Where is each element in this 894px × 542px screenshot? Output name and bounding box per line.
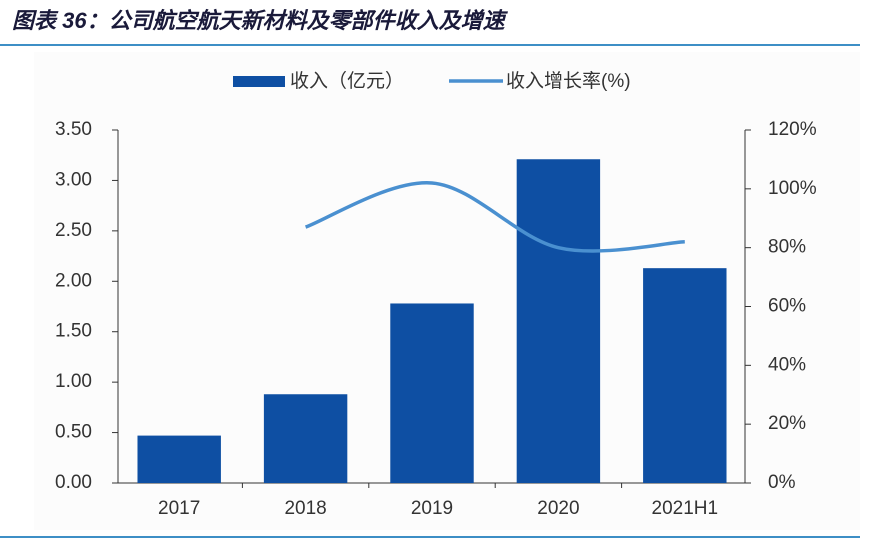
y2-tick-label: 40% [768,354,806,375]
y-tick-label: 3.50 [55,119,92,140]
bar [263,394,348,483]
x-tick-label: 2021H1 [652,498,719,519]
bar [516,159,601,483]
legend-label: 收入增长率(%) [506,70,631,92]
y2-tick-label: 80% [768,237,806,258]
y-tick-label: 1.00 [55,371,92,392]
y-tick-label: 2.00 [55,270,92,291]
y2-tick-label: 120% [768,119,817,140]
bar [643,268,727,483]
y-tick-label: 3.00 [55,169,92,190]
y2-tick-label: 20% [768,413,806,434]
bar [137,435,221,483]
bar [390,303,474,483]
y-tick-label: 0.00 [55,472,92,493]
x-tick-label: 2020 [537,498,579,519]
y2-tick-label: 60% [768,296,806,317]
y-tick-label: 1.50 [55,321,92,342]
x-tick-label: 2019 [411,498,453,519]
y2-tick-label: 100% [768,178,817,199]
x-tick-label: 2018 [284,498,326,519]
chart-title: 图表 36：公司航空航天新材料及零部件收入及增速 [12,8,509,33]
line [305,181,685,253]
y-tick-label: 0.50 [55,422,92,443]
x-tick-label: 2017 [158,498,200,519]
legend-label: 收入（亿元） [290,70,404,92]
y2-tick-label: 0% [768,472,796,493]
y-tick-label: 2.50 [55,220,92,241]
legend-swatch [233,76,285,87]
